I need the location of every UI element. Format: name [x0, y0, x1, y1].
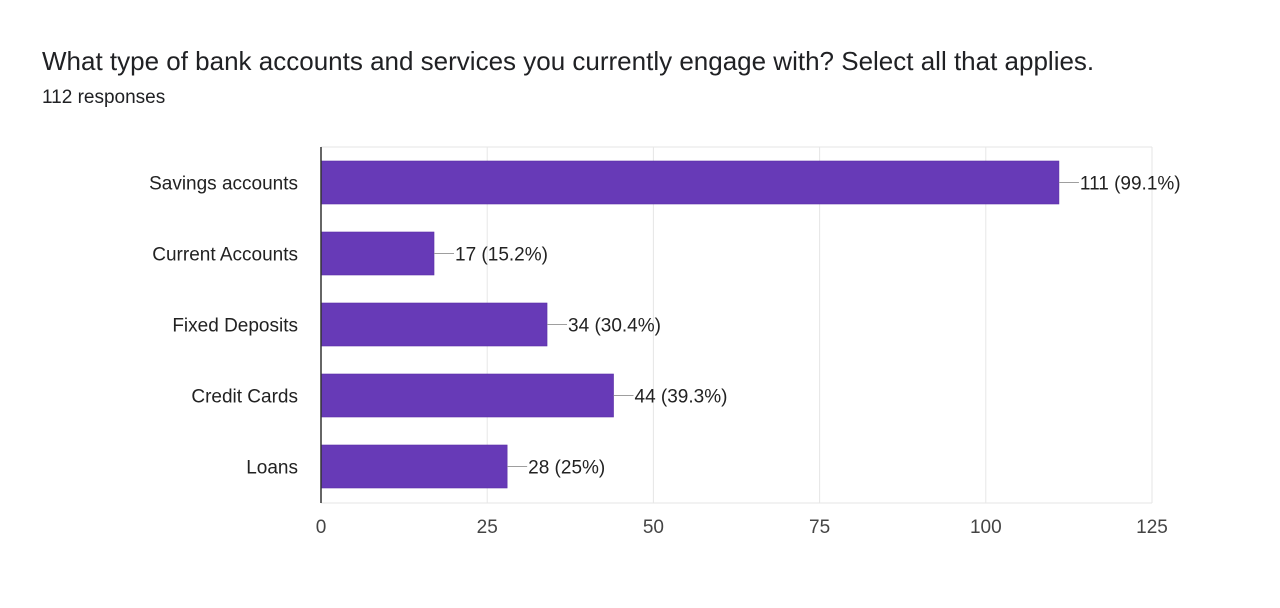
- x-tick-label: 125: [1136, 517, 1168, 538]
- bars: [320, 160, 1060, 489]
- data-label: 17 (15.2%): [455, 245, 548, 266]
- response-count: 112 responses: [42, 87, 166, 108]
- category-label: Savings accounts: [149, 174, 298, 195]
- category-label: Current Accounts: [152, 245, 298, 266]
- bar: [320, 160, 1060, 205]
- data-label: 44 (39.3%): [635, 387, 728, 408]
- x-tick-label: 75: [809, 517, 830, 538]
- bar: [320, 231, 435, 276]
- category-label: Credit Cards: [191, 387, 298, 408]
- category-label: Fixed Deposits: [172, 316, 298, 337]
- bar: [320, 302, 548, 347]
- data-label: 28 (25%): [528, 458, 605, 479]
- bar: [320, 444, 508, 489]
- question-title: What type of bank accounts and services …: [42, 46, 1095, 76]
- x-tick-label: 0: [316, 517, 327, 538]
- category-label: Loans: [246, 458, 298, 479]
- x-tick-label: 100: [970, 517, 1002, 538]
- x-tick-label: 25: [477, 517, 498, 538]
- bar: [320, 373, 614, 418]
- labels: 0 25 50 75 100 125 Savings accounts 111 (99.1%)…: [149, 174, 1181, 539]
- x-tick-label: 50: [643, 517, 664, 538]
- data-label: 111 (99.1%): [1080, 174, 1181, 195]
- data-label: 34 (30.4%): [568, 316, 661, 337]
